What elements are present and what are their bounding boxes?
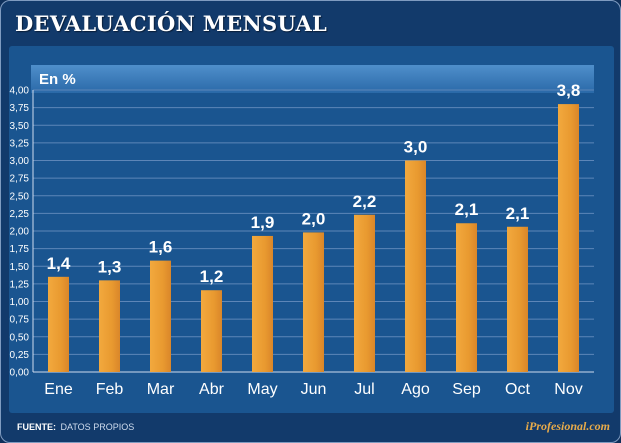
x-tick-label: Jul xyxy=(354,381,374,398)
source-label: FUENTE: xyxy=(17,422,56,432)
x-tick-label: Jun xyxy=(301,381,327,398)
y-tick-label: 0,75 xyxy=(10,315,30,326)
x-tick-label: Sep xyxy=(452,381,481,398)
y-tick-label: 2,75 xyxy=(10,174,30,185)
unit-label: En % xyxy=(39,71,76,88)
y-tick-label: 3,25 xyxy=(10,138,30,149)
y-tick-label: 1,50 xyxy=(10,262,30,273)
data-label: 3,8 xyxy=(557,81,581,100)
x-tick-label: Ago xyxy=(401,381,430,398)
chart-title: DEVALUACIÓN MENSUAL xyxy=(15,11,328,36)
x-tick-label: Oct xyxy=(505,381,530,398)
bar-mar xyxy=(150,260,171,372)
y-tick-label: 1,75 xyxy=(10,244,30,255)
source-note: FUENTE: DATOS PROPIOS xyxy=(17,422,134,432)
y-tick-label: 0,50 xyxy=(10,332,30,343)
data-label: 1,4 xyxy=(47,254,71,273)
y-tick-label: 1,25 xyxy=(10,279,30,290)
x-tick-label: Nov xyxy=(554,381,582,398)
data-label: 2,1 xyxy=(455,200,479,219)
bar-jul xyxy=(354,214,375,372)
bar-may xyxy=(252,235,273,372)
y-tick-label: 0,25 xyxy=(10,350,30,361)
y-tick-label: 1,00 xyxy=(10,297,30,308)
x-tick-label: May xyxy=(247,381,277,398)
x-tick-label: Ene xyxy=(44,381,73,398)
bar-feb xyxy=(99,280,120,372)
bar-nov xyxy=(558,104,579,372)
data-label: 2,2 xyxy=(353,192,377,211)
y-tick-label: 0,00 xyxy=(10,368,30,379)
bar-oct xyxy=(507,226,528,372)
y-tick-label: 4,00 xyxy=(10,86,30,97)
bar-abr xyxy=(201,290,222,372)
data-label: 1,6 xyxy=(149,238,173,257)
y-tick-label: 2,00 xyxy=(10,227,30,238)
x-tick-label: Abr xyxy=(199,381,225,398)
data-label: 1,3 xyxy=(98,257,122,276)
x-tick-label: Mar xyxy=(147,381,175,398)
bar-ago xyxy=(405,160,426,372)
unit-band xyxy=(31,65,594,93)
data-label: 2,1 xyxy=(506,204,530,223)
y-tick-label: 2,25 xyxy=(10,209,30,220)
bar-sep xyxy=(456,223,477,372)
brand-logo: iProfesional.com xyxy=(525,419,610,433)
source-text: DATOS PROPIOS xyxy=(60,422,135,432)
bar-ene xyxy=(48,276,69,372)
y-tick-label: 2,50 xyxy=(10,191,30,202)
data-label: 1,9 xyxy=(251,213,275,232)
data-label: 2,0 xyxy=(302,209,326,228)
data-label: 3,0 xyxy=(404,138,428,157)
y-tick-label: 3,50 xyxy=(10,121,30,132)
y-tick-label: 3,00 xyxy=(10,156,30,167)
x-tick-label: Feb xyxy=(96,381,124,398)
y-tick-label: 3,75 xyxy=(10,103,30,114)
data-label: 1,2 xyxy=(200,267,224,286)
bar-jun xyxy=(303,232,324,372)
